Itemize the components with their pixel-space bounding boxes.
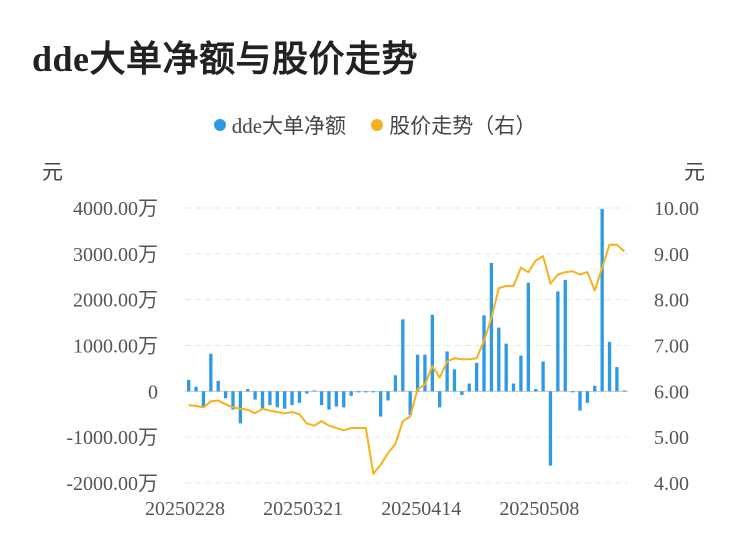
dde-bar [445,351,449,392]
dde-bar [615,367,619,392]
y-left-tick-label: 0 [148,381,158,403]
dde-bar [371,391,375,393]
dde-bar [563,279,567,392]
dde-bar [319,391,324,406]
dde-bar [334,391,339,407]
dde-bar [607,341,612,392]
dde-bar [452,369,457,392]
dde-bar [356,391,361,393]
dde-bar [438,391,442,408]
dde-bar [570,391,575,393]
legend-label-price: 股价走势（右） [389,114,537,138]
chart-title: dde大单净额与股价走势 [32,39,419,79]
x-tick-label: 20250228 [145,498,225,520]
dde-bar [342,391,346,408]
dde-bar [275,391,279,408]
dde-bar [386,391,390,401]
dde-bar [223,391,228,399]
dde-bar [364,391,368,393]
dde-bar [408,391,412,416]
dde-bar [489,263,494,392]
legend-dot-blue-icon [213,119,226,131]
dde-bar [423,354,427,392]
dde-bar [578,391,582,411]
dde-bar [585,391,590,403]
dde-bar [519,355,523,392]
x-tick-label: 20250508 [499,498,579,520]
dde-bar [415,354,420,392]
y-left-tick-label: -2000.00万 [66,473,158,495]
y-right-tick-label: 7.00 [654,336,689,358]
dde-bar [526,282,530,392]
dde-bar [430,314,435,392]
dde-bar [268,391,272,406]
legend-item-price[interactable]: 股价走势（右） [371,110,536,140]
dde-bar [593,385,597,392]
y-right-tick-label: 10.00 [654,198,699,220]
dde-bar [504,343,508,392]
dde-bar [231,391,235,410]
dde-bar [283,391,287,409]
y-right-tick-label: 8.00 [654,290,689,312]
dde-bar [290,391,294,406]
y-left-tick-label: 1000.00万 [73,336,158,358]
legend-label-dde: dde大单净额 [231,114,347,138]
dde-bar [393,375,398,392]
dde-bar [460,391,464,395]
dde-bar [297,391,302,403]
dde-bar [260,391,265,410]
y-left-tick-label: 4000.00万 [73,198,158,220]
dde-bar [201,391,206,408]
y-left-tick-label: -1000.00万 [66,427,158,449]
dde-bar [238,391,243,424]
dde-bar [556,291,560,392]
dde-bar [305,391,309,394]
legend-item-dde[interactable]: dde大单净额 [213,110,347,140]
left-axis-unit: 元 [42,160,63,184]
dde-bar [497,327,501,392]
legend-dot-orange-icon [371,119,384,131]
dde-bar [534,389,538,392]
y-right-tick-label: 4.00 [654,473,689,495]
dde-bar [600,208,604,392]
x-tick-label: 20250414 [381,498,461,520]
dde-bar [378,391,383,417]
dde-bar [253,391,257,400]
dde-bar [209,353,213,392]
dde-bar [482,315,486,392]
y-left-tick-label: 3000.00万 [73,244,158,266]
dde-bar [187,379,191,392]
dde-bar [246,389,250,392]
dde-bar [401,319,405,392]
dde-bar [327,391,331,410]
y-right-tick-label: 6.00 [654,381,689,403]
dde-bar [467,383,471,392]
dde-bar [474,362,479,392]
dde-bar [312,390,316,392]
dde-bar [216,380,220,392]
right-axis-unit: 元 [684,160,705,184]
price-line [188,243,625,475]
dde-bar [194,386,198,392]
legend: dde大单净额 股价走势（右） [0,110,750,140]
dde-bar [548,391,553,466]
dde-bar [349,391,353,396]
dde-bar [622,390,626,392]
x-tick-label: 20250321 [263,498,343,520]
y-right-tick-label: 9.00 [654,244,689,266]
y-right-tick-label: 5.00 [654,427,689,449]
y-left-tick-label: 2000.00万 [73,290,158,312]
dde-bar [541,361,545,392]
dde-bar [511,383,516,392]
